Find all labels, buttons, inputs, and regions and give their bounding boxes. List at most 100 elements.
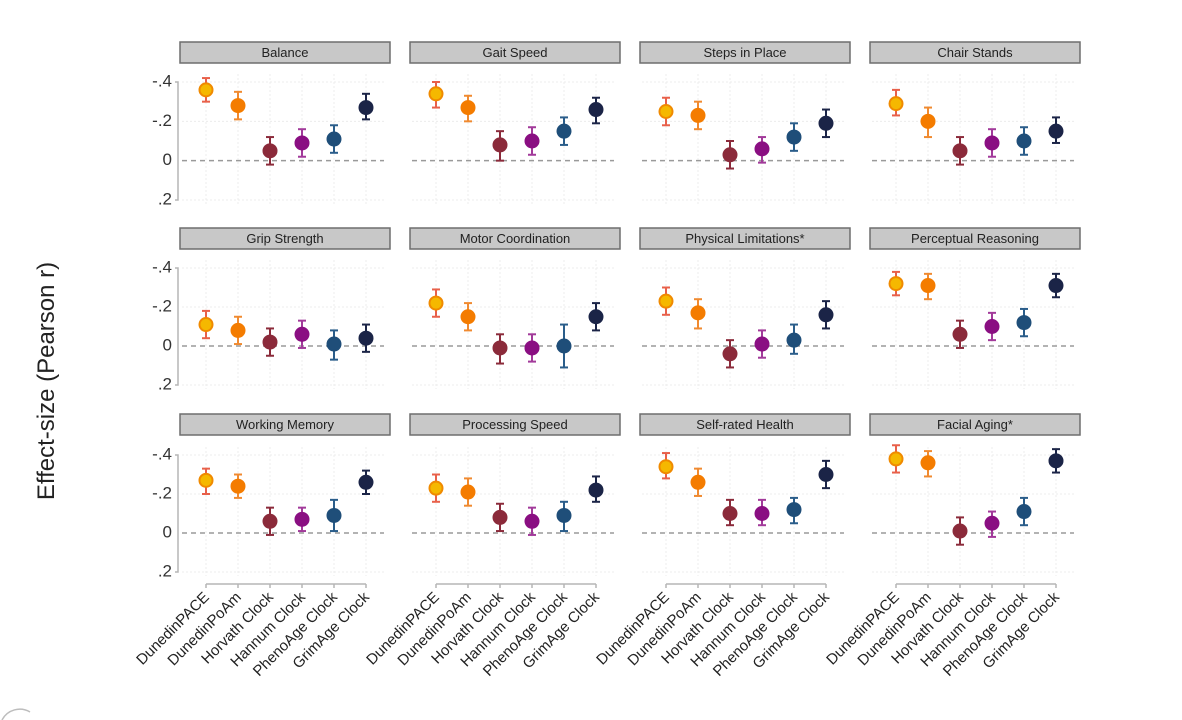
y-tick-label: 0: [163, 335, 172, 354]
y-tick-label: .2: [158, 561, 172, 580]
panel-title: Chair Stands: [937, 45, 1013, 60]
point-estimate-marker: [326, 336, 342, 352]
x-axis-line: [435, 583, 597, 588]
point-estimate-marker: [754, 336, 770, 352]
panel-grid: Balance -.4 -.2 0 .2 Gait Speed Steps in Place…: [152, 41, 1081, 588]
point-grimage-clock: [818, 108, 834, 139]
point-estimate-marker: [294, 511, 310, 527]
point-dunedinpoam: [230, 315, 246, 346]
point-dunedinpoam: [690, 298, 706, 330]
point-horvath-clock: [492, 333, 508, 365]
point-estimate-marker: [262, 513, 278, 529]
point-estimate-marker: [198, 82, 214, 98]
point-hannum-clock: [294, 128, 310, 158]
panel-strip: [179, 227, 391, 250]
panel-strip: [179, 413, 391, 436]
point-estimate-marker: [818, 467, 834, 482]
point-phenoage-clock: [556, 323, 572, 369]
point-estimate-marker: [492, 340, 508, 356]
panel-grip-strength: Grip Strength -.4 -.2 0 .2: [152, 227, 391, 393]
point-estimate-marker: [818, 115, 834, 131]
point-horvath-clock: [952, 136, 968, 166]
point-estimate-marker: [294, 135, 310, 151]
point-estimate-marker: [1016, 504, 1032, 520]
point-phenoage-clock: [1016, 496, 1032, 527]
point-grimage-clock: [588, 475, 604, 503]
point-phenoage-clock: [786, 323, 802, 355]
point-dunedinpace: [198, 467, 214, 495]
panel-title: Self-rated Health: [696, 417, 794, 432]
point-horvath-clock: [952, 319, 968, 349]
point-estimate-marker: [230, 478, 246, 494]
point-dunedinpace: [658, 452, 674, 480]
point-horvath-clock: [262, 136, 278, 166]
point-estimate-marker: [658, 293, 674, 309]
point-horvath-clock: [262, 327, 278, 357]
point-dunedinpoam: [460, 302, 476, 332]
y-tick-label: -.2: [152, 296, 172, 315]
y-tick-label: -.4: [152, 444, 172, 463]
point-horvath-clock: [492, 502, 508, 533]
point-estimate-marker: [428, 86, 444, 102]
x-axis-line: [665, 583, 827, 588]
point-estimate-marker: [262, 334, 278, 350]
point-dunedinpoam: [690, 467, 706, 497]
partial-circle-decoration: [1, 708, 31, 720]
panel-facial-aging: Facial Aging*: [869, 413, 1081, 588]
point-estimate-marker: [326, 507, 342, 523]
point-estimate-marker: [1016, 315, 1032, 331]
point-estimate-marker: [754, 506, 770, 521]
y-tick-label: .2: [158, 374, 172, 393]
panel-title: Balance: [262, 45, 309, 60]
y-axis-line: [175, 454, 179, 573]
point-estimate-marker: [198, 472, 214, 488]
point-estimate-marker: [984, 319, 1000, 334]
panel-title: Physical Limitations*: [685, 231, 804, 246]
point-estimate-marker: [524, 133, 540, 149]
point-dunedinpoam: [690, 100, 706, 131]
point-estimate-marker: [588, 102, 604, 118]
point-estimate-marker: [722, 506, 738, 521]
point-dunedinpoam: [920, 450, 936, 478]
point-dunedinpoam: [230, 90, 246, 121]
point-phenoage-clock: [326, 498, 342, 533]
point-estimate-marker: [690, 305, 706, 321]
point-phenoage-clock: [786, 496, 802, 525]
panel-title: Steps in Place: [703, 45, 786, 60]
point-estimate-marker: [690, 474, 706, 490]
panel-strip: [869, 227, 1081, 250]
point-estimate-marker: [460, 484, 476, 500]
panel-chair-stands: Chair Stands: [869, 41, 1081, 204]
point-estimate-marker: [888, 451, 904, 467]
point-grimage-clock: [358, 469, 374, 495]
panel-title: Working Memory: [236, 417, 335, 432]
y-axis-title: Effect-size (Pearson r): [33, 262, 60, 500]
point-hannum-clock: [294, 319, 310, 349]
panel-strip: [869, 41, 1081, 64]
point-estimate-marker: [952, 523, 968, 539]
point-estimate-marker: [230, 98, 246, 114]
point-grimage-clock: [818, 459, 834, 490]
point-hannum-clock: [524, 126, 540, 156]
panel-steps-in-place: Steps in Place: [639, 41, 851, 204]
point-estimate-marker: [588, 309, 604, 325]
panel-processing-speed: Processing Speed: [409, 413, 621, 588]
point-hannum-clock: [754, 329, 770, 359]
point-dunedinpace: [428, 81, 444, 109]
point-estimate-marker: [1048, 453, 1064, 469]
panel-strip: [179, 41, 391, 64]
point-estimate-marker: [294, 326, 310, 342]
y-tick-label: .2: [158, 189, 172, 208]
point-estimate-marker: [358, 330, 374, 346]
point-hannum-clock: [524, 333, 540, 363]
panel-balance: Balance -.4 -.2 0 .2: [152, 41, 391, 208]
point-estimate-marker: [818, 307, 834, 323]
point-dunedinpoam: [230, 473, 246, 499]
y-tick-label: 0: [163, 522, 172, 541]
point-grimage-clock: [358, 92, 374, 121]
y-axis-line: [175, 81, 179, 201]
y-tick-label: -.4: [152, 71, 172, 90]
point-phenoage-clock: [556, 500, 572, 533]
point-estimate-marker: [262, 143, 278, 159]
point-horvath-clock: [722, 140, 738, 170]
